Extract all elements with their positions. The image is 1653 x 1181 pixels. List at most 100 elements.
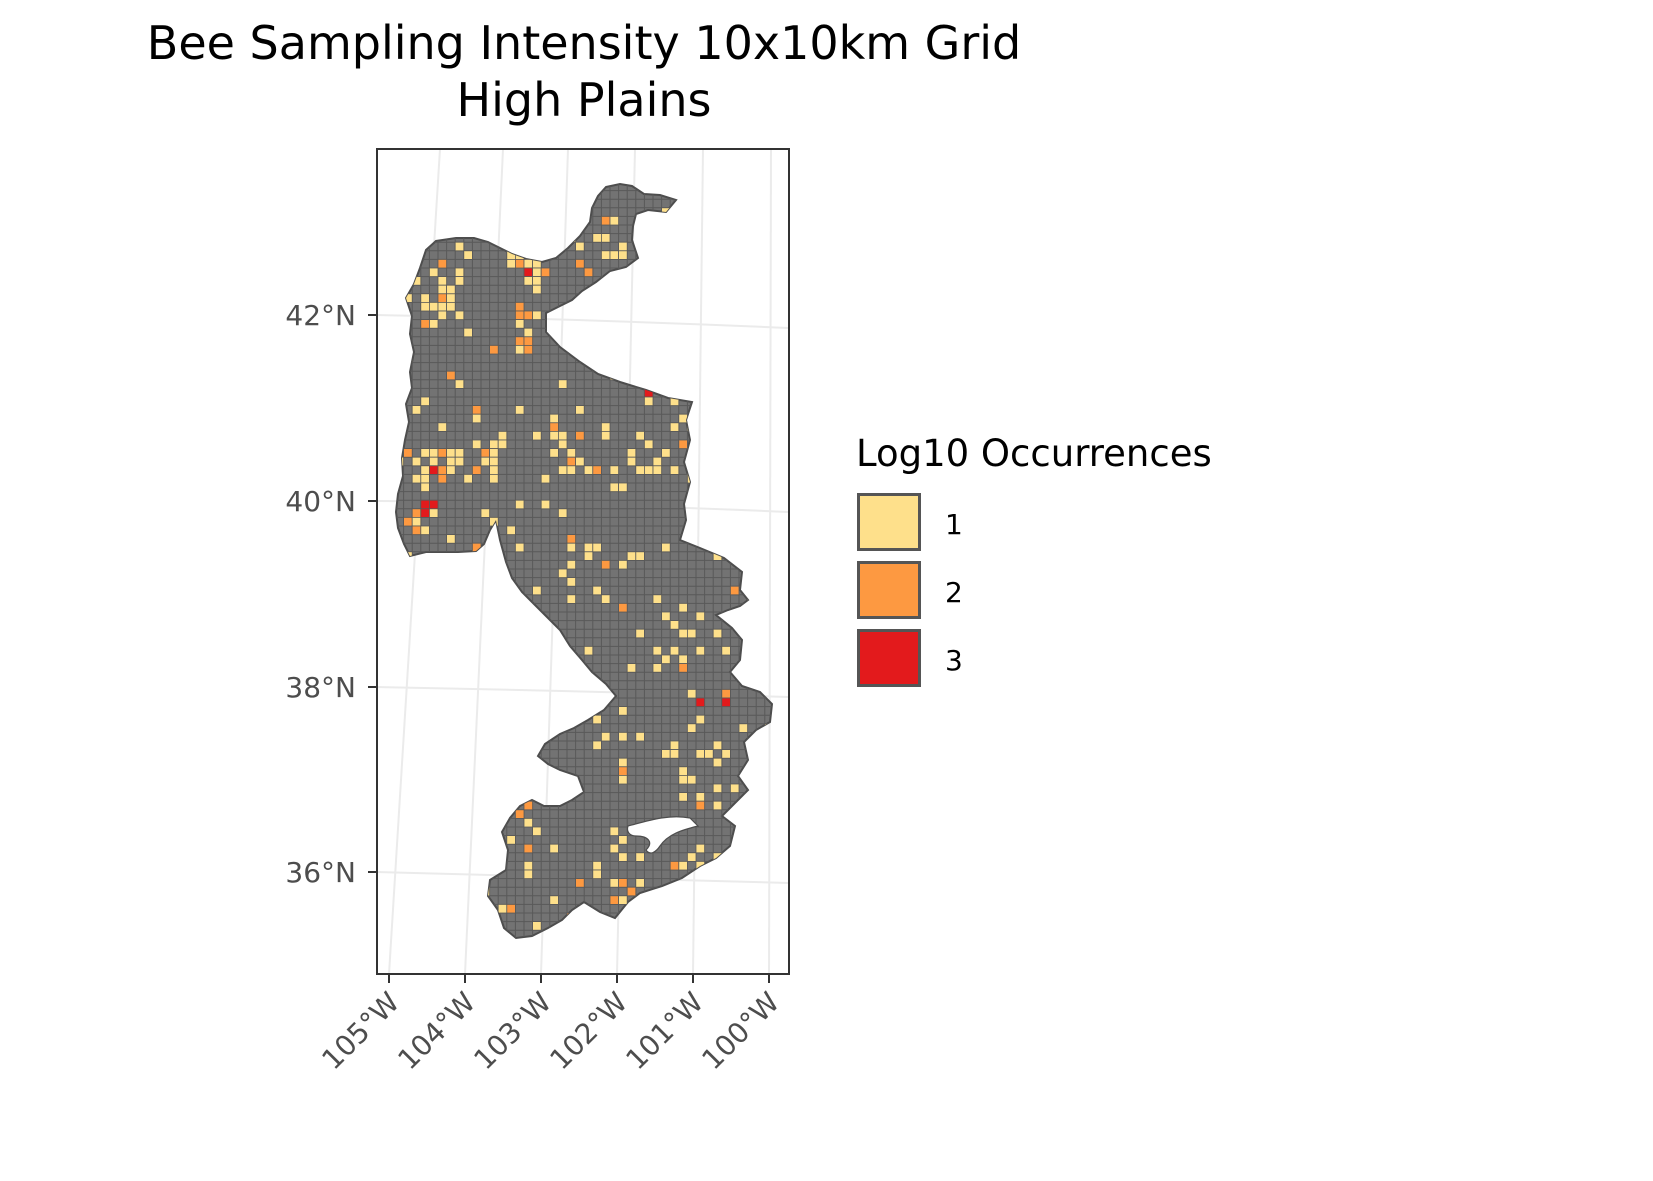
grid-cell (695, 800, 706, 811)
grid-cell (446, 293, 456, 303)
legend-key-2 (857, 561, 921, 619)
grid-cell (515, 319, 525, 329)
y-tick-label: 42°N (285, 299, 356, 332)
grid-cell (428, 448, 439, 458)
grid-cell (437, 448, 448, 458)
grid-cell (618, 878, 628, 888)
grid-cell (678, 654, 688, 665)
grid-cell (661, 215, 671, 226)
grid-cell (411, 895, 422, 905)
grid-cell (609, 276, 620, 286)
grid-cell (678, 663, 688, 673)
legend-key-3 (857, 629, 921, 687)
grid-cell (661, 448, 671, 458)
grid-cell (618, 835, 628, 845)
grid-cell (635, 430, 645, 441)
grid-cell (712, 783, 723, 794)
grid-cell (566, 594, 577, 604)
grid-cell (609, 215, 620, 226)
grid-cell (773, 535, 782, 544)
grid-cell (764, 258, 772, 269)
grid-cell (489, 448, 499, 458)
grid-cell (506, 241, 516, 252)
grid-cell (618, 766, 628, 776)
grid-cell (661, 749, 671, 759)
grid-cell (463, 327, 473, 338)
grid-cell (463, 766, 473, 776)
grid-cell (523, 775, 534, 785)
grid-cell (506, 250, 516, 260)
grid-cell (687, 852, 697, 862)
grid-cell (626, 551, 637, 561)
grid-cell (721, 697, 731, 708)
grid-cell (747, 594, 757, 604)
grid-cell (687, 775, 697, 785)
grid-cell (523, 336, 534, 346)
grid-cell (411, 517, 422, 527)
grid-cell (471, 439, 482, 450)
grid-cell (635, 465, 645, 475)
grid-cell (712, 250, 723, 260)
legend-title: Log10 Occurrences (856, 432, 1212, 475)
grid-cell (454, 577, 465, 587)
x-tick-label: 103°W (467, 986, 558, 1077)
grid-cell (463, 800, 473, 811)
grid-cell (420, 319, 430, 329)
grid-cell (669, 749, 680, 759)
grid-cell (609, 826, 620, 837)
water-gap (626, 816, 700, 854)
grid-cell (480, 456, 491, 467)
grid-cell (730, 293, 740, 303)
grid-cell (420, 473, 430, 484)
grid-cell (515, 258, 525, 269)
grid-cell (687, 628, 697, 639)
legend-label-3: 3 (945, 644, 963, 677)
grid-cell (549, 422, 559, 432)
grid-cell (583, 267, 594, 278)
grid-cell (618, 310, 628, 321)
y-tick-label: 36°N (285, 856, 356, 889)
grid-cell (747, 534, 757, 544)
grid-cell (454, 379, 465, 389)
grid-cell (428, 508, 439, 518)
grid-cell (489, 534, 499, 544)
grid-cell (523, 267, 534, 278)
grid-cell (747, 439, 757, 450)
grid-cell (704, 517, 714, 527)
grid-cell (712, 740, 723, 751)
grid-cell (626, 448, 637, 458)
grid-cell (618, 757, 628, 768)
grid-cell (515, 241, 525, 252)
grid-cell (489, 757, 499, 768)
grid-cell (506, 904, 516, 914)
grid-cell (695, 258, 706, 269)
grid-cell (755, 534, 766, 544)
grid-cell (644, 465, 654, 475)
grid-cell (523, 869, 534, 880)
grid-cell (575, 430, 585, 441)
grid-cell (446, 732, 456, 742)
grid-cell (566, 534, 577, 544)
grid-cell (678, 603, 688, 613)
grid-cell (575, 878, 585, 888)
grid-cell (446, 534, 456, 544)
grid-cell (755, 775, 766, 785)
grid-cell (583, 646, 594, 656)
grid-cell (575, 258, 585, 269)
grid-cell (558, 568, 568, 579)
grid-cell (454, 276, 465, 286)
grid-cell (601, 560, 611, 570)
grid-cell (695, 792, 706, 802)
grid-cell (523, 818, 534, 828)
grid-cell (583, 551, 594, 561)
grid-cell (773, 509, 782, 518)
grid-cell (411, 929, 422, 938)
grid-cell (489, 542, 499, 553)
grid-cell (411, 405, 422, 415)
grid-cell (540, 663, 551, 673)
grid-cell (695, 697, 706, 708)
grid-cell (532, 310, 542, 321)
grid-cell (480, 912, 491, 923)
grid-cell (523, 310, 534, 321)
